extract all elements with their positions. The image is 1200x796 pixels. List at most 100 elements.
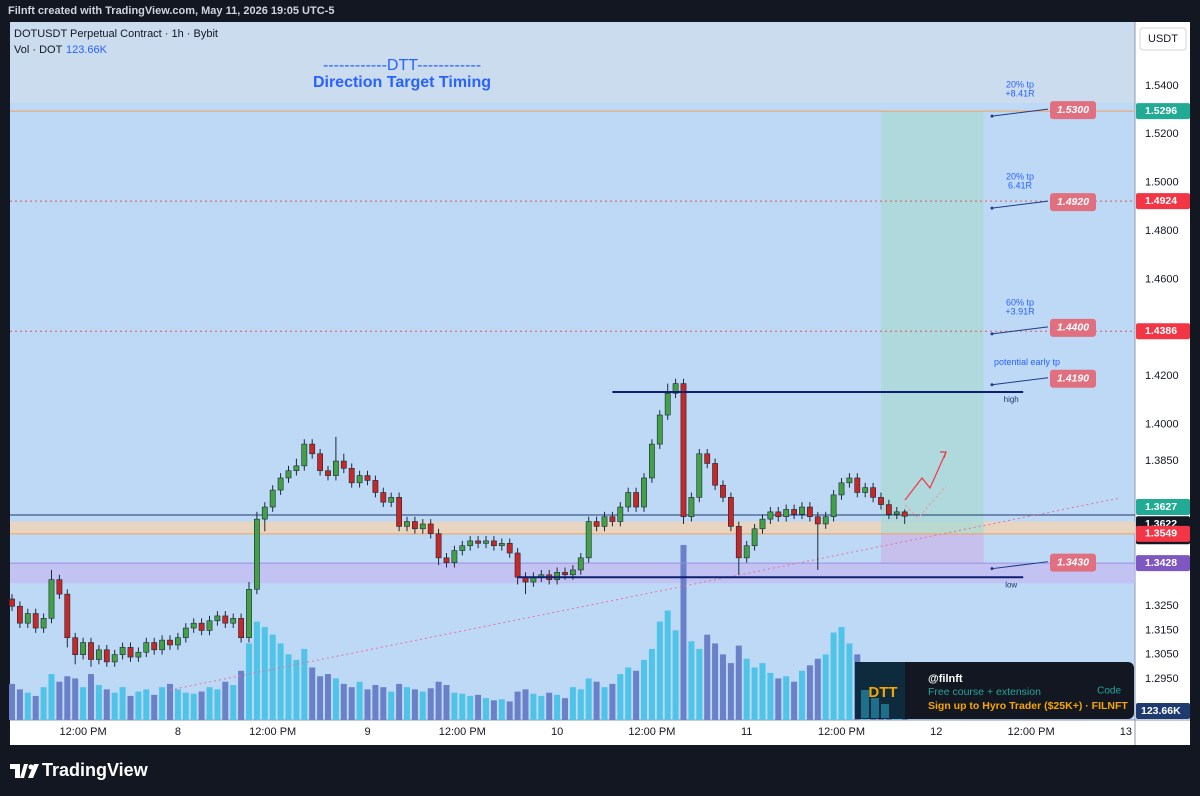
volume-bar xyxy=(230,685,237,720)
candle-body xyxy=(443,557,450,563)
price-tag xyxy=(1136,525,1190,542)
candle-body xyxy=(870,487,876,498)
volume-bar xyxy=(664,610,671,720)
volume-bar xyxy=(309,667,316,720)
volume-bar xyxy=(111,692,118,720)
price-tag-label: 1.5296 xyxy=(1145,105,1177,117)
candle-body xyxy=(712,463,718,486)
candle-body xyxy=(609,516,616,522)
volume-bar xyxy=(340,683,347,720)
volume-bar xyxy=(427,688,434,720)
candle-body xyxy=(254,518,260,590)
volume-bar xyxy=(483,698,489,720)
candle-body xyxy=(411,521,418,530)
volume-bar xyxy=(751,667,758,720)
target-box xyxy=(1050,369,1096,388)
candle-body xyxy=(396,497,402,527)
candle-body xyxy=(806,506,813,517)
candle-body xyxy=(459,545,466,551)
volume-bar xyxy=(80,687,87,720)
candle-body xyxy=(372,480,379,493)
volume-bar xyxy=(806,665,813,720)
target-label: 1.4920 xyxy=(1057,196,1089,208)
price-tag xyxy=(1136,323,1190,340)
volume-bar xyxy=(546,692,553,720)
candle-body xyxy=(190,622,197,629)
candle-body xyxy=(143,642,150,653)
volume-tag-label: 123.66K xyxy=(1141,705,1181,717)
volume-bar xyxy=(601,687,608,720)
candle-body xyxy=(56,579,63,595)
volume-bar xyxy=(783,676,790,720)
target-anchor xyxy=(990,567,994,571)
volume-bar xyxy=(56,681,63,720)
volume-bar xyxy=(364,689,371,720)
x-tick-label: 13 xyxy=(1120,726,1132,738)
candle-body xyxy=(301,443,308,467)
ad-cta[interactable]: Sign up to Hyro Trader ($25K+) · FILNFT xyxy=(928,700,1128,712)
ad-badge: DTT xyxy=(868,684,897,701)
target-anchor xyxy=(990,114,994,118)
volume-bar xyxy=(190,693,197,720)
candle-body xyxy=(743,545,750,559)
volume-bar xyxy=(727,663,734,720)
volume-bar xyxy=(735,645,742,720)
volume-bar xyxy=(48,674,55,720)
band xyxy=(10,521,1135,534)
candle-body xyxy=(238,618,244,639)
position-stop-zone xyxy=(881,533,984,563)
volume-bar xyxy=(151,694,158,720)
currency[interactable]: USDT xyxy=(1148,33,1178,45)
volume-bar xyxy=(696,648,703,720)
target-leader xyxy=(991,108,1049,117)
ad-box: DTT @filnft Free course + extension Code… xyxy=(855,662,1134,719)
volume-bar xyxy=(32,695,39,720)
volume-bar xyxy=(135,691,142,720)
volume-bar xyxy=(293,659,300,720)
candle-body xyxy=(648,443,655,479)
candle-body xyxy=(309,443,316,455)
volume-bar xyxy=(609,683,616,720)
volume-bar xyxy=(822,654,829,720)
volume-bar xyxy=(404,687,410,720)
candle-body xyxy=(230,618,237,624)
candle-body xyxy=(135,651,142,658)
currency-button[interactable] xyxy=(1139,27,1187,51)
volume-bar xyxy=(396,683,403,720)
ad-bar xyxy=(861,690,869,718)
volume-bar xyxy=(799,670,805,720)
volume-bar xyxy=(467,695,474,720)
candle-body xyxy=(554,572,560,580)
volume-bar xyxy=(419,691,426,720)
candle-body xyxy=(348,467,355,484)
candle-body xyxy=(514,552,521,578)
target-note: +8.41R xyxy=(1005,88,1035,98)
volume-bar xyxy=(317,676,324,720)
candle-body xyxy=(846,477,853,484)
candle-body xyxy=(783,509,790,517)
volume-title: Vol · DOT xyxy=(14,44,63,56)
y-tick-label: 1.3250 xyxy=(1145,600,1179,612)
target-anchor xyxy=(990,383,994,387)
volume-bar xyxy=(285,654,292,720)
ad-bar xyxy=(871,698,879,718)
candle-body xyxy=(9,598,15,607)
volume-bar xyxy=(704,634,711,720)
candle-body xyxy=(48,579,55,619)
candle-body xyxy=(901,511,908,517)
candle-body xyxy=(277,477,284,491)
level-label: low xyxy=(1005,580,1017,589)
candle-body xyxy=(838,482,845,496)
candle-body xyxy=(340,460,347,469)
volume-bar xyxy=(846,643,853,720)
candle-body xyxy=(151,642,158,651)
candle-body xyxy=(293,465,300,472)
target-leader xyxy=(991,561,1049,570)
candle-body xyxy=(735,526,742,559)
candle-body xyxy=(664,392,671,416)
volume-bar xyxy=(261,627,268,720)
price-tag-label: 1.4924 xyxy=(1145,195,1177,207)
target-anchor xyxy=(990,206,994,210)
